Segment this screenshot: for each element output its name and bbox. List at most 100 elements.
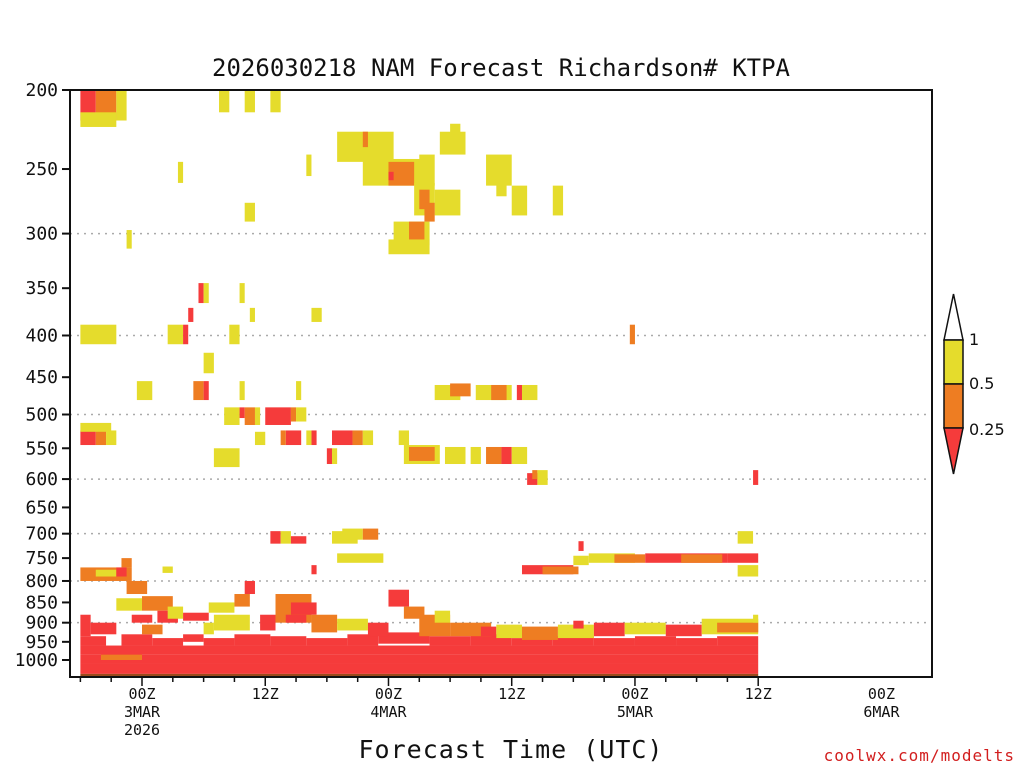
y-axis: 200 250 300 350 400 450 500 550 600 650 700 7508008… [15,80,70,671]
ri-cell [80,645,759,655]
ri-cell [434,189,461,216]
y-tick-label: 350 [25,278,58,299]
ri-cell [337,553,384,563]
x-axis-label: Forecast Time (UTC) [359,735,664,764]
colorbar-bin-yellow [943,339,964,385]
ri-cell [203,381,209,401]
ri-cell [244,407,255,425]
ri-cell [131,614,153,623]
ri-cell [198,283,204,304]
ri-cell [429,636,471,646]
y-tick-label: 850 [25,592,58,613]
ri-cell [306,430,312,446]
ri-cell [676,638,718,646]
x-tick-label: 12Z [745,685,772,703]
colorbar-label: 0.5 [969,374,994,393]
ri-cell [311,565,317,575]
ri-cell [306,638,348,646]
ri-cell [126,230,132,249]
ri-cell [629,324,635,345]
ri-cell [337,618,368,631]
ri-cell [362,131,368,148]
ri-cell [532,470,538,480]
ri-cell [116,567,127,577]
ri-cell [203,352,214,374]
ri-cell [450,383,471,397]
y-tick-label: 200 [25,80,58,101]
x-tick-label: 12Z [252,685,279,703]
ri-cell [388,239,430,255]
ground-bar [80,673,759,677]
ri-cell [224,407,240,425]
ri-cell [578,541,584,551]
colorbar-bin-orange [943,383,964,429]
ri-cell [80,663,759,674]
ri-cell [424,202,435,222]
ri-cell [634,636,677,646]
ri-cell [511,185,528,216]
ri-cell [121,634,153,646]
y-tick-label: 550 [25,438,58,459]
ri-cell [398,430,410,446]
ri-cell [100,652,142,660]
y-tick-label: 750 [25,548,58,569]
colorbar-label: 0.25 [969,420,1005,439]
ri-cell [254,407,261,425]
ri-cell [681,554,723,563]
ri-cell [450,123,461,137]
ri-cell [136,381,153,401]
x-tick-label: 00Z [621,685,648,703]
ri-cell [753,614,759,623]
ri-cell [183,324,189,345]
ri-cell [106,430,117,446]
ri-cell [439,131,466,155]
ri-cell [486,446,502,465]
ri-cell [142,596,173,611]
ri-cell [362,528,379,540]
ri-cell [311,307,322,322]
y-tick-label: 650 [25,497,58,518]
colorbar-top-arrow [943,293,964,341]
ri-cell [280,430,286,446]
ri-cell [501,446,512,465]
ri-cell [496,624,522,639]
ri-cell [367,622,389,637]
ri-cell [116,90,127,121]
ri-cell [285,430,302,446]
ri-cell [239,407,245,419]
y-tick-label: 900 [25,613,58,634]
ri-cell [331,448,338,465]
ri-cell [542,566,579,575]
ri-cell [80,636,107,646]
ri-cell [388,589,410,607]
ri-cell [116,598,142,611]
ri-cell [208,602,235,613]
y-tick-label: 700 [25,524,58,545]
ri-cell [80,654,759,664]
ri-cell [470,634,512,646]
credit-text[interactable]: coolwx.com/modelts [824,746,1015,765]
ri-cell [203,622,214,635]
ri-cell [296,407,307,422]
ri-cell [80,112,117,127]
ri-cell [537,470,548,485]
ri-cell [491,384,507,401]
ri-cell [388,161,415,186]
x-tick-label: 00Z [375,685,402,703]
ri-cell [265,407,291,425]
x-tick-label: 3MAR [124,703,161,721]
ri-cell [326,448,332,465]
ri-cell [249,307,255,322]
ri-cell [388,171,394,181]
ri-cell [521,384,538,401]
ri-cell [80,430,96,446]
ri-cell [557,624,594,639]
ri-cell [362,430,374,446]
ri-cell [665,624,702,637]
ri-cell [588,553,635,563]
ri-cell [593,638,635,646]
ri-cell [167,324,184,345]
ri-cell [193,381,204,401]
colorbar-label: 1 [969,330,979,349]
